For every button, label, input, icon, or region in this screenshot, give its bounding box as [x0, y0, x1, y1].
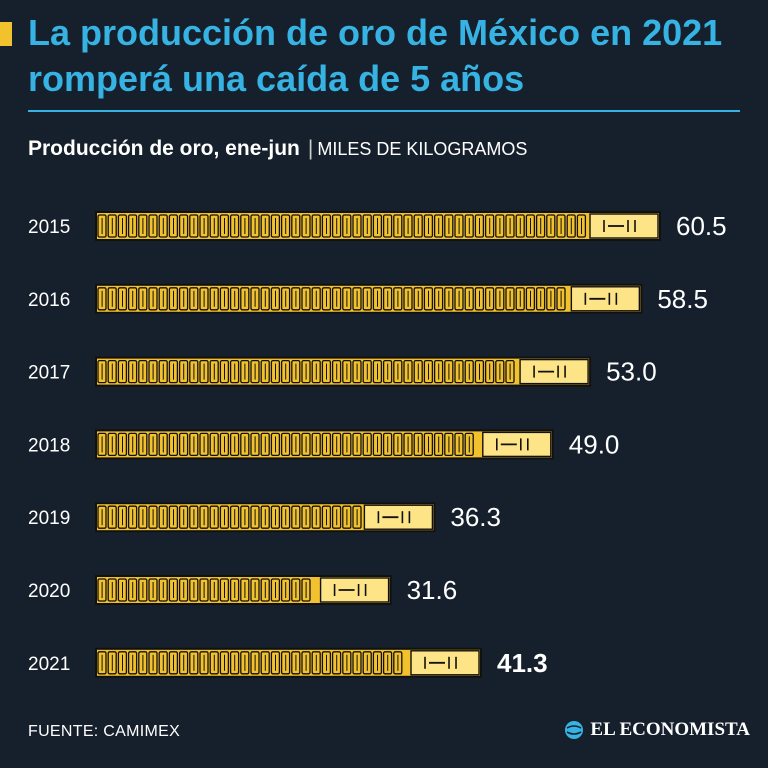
globe-icon: [565, 721, 584, 739]
source-note: FUENTE: CAMIMEX: [28, 723, 181, 740]
year-label: 2016: [28, 290, 70, 311]
chart-subtitle: Producción de oro, ene-jun | MILES DE KILO…: [28, 136, 527, 162]
bar-2016: 2016 58.5: [28, 283, 708, 314]
year-label: 2015: [28, 217, 70, 238]
bar-2020: 2020 31.6: [28, 575, 457, 605]
value-label: 31.6: [407, 575, 458, 605]
year-label: 2020: [28, 581, 70, 602]
value-label: 49.0: [569, 429, 620, 459]
year-label: 2018: [28, 435, 70, 456]
year-label: 2021: [28, 654, 70, 675]
value-label: 36.3: [450, 502, 501, 532]
page-title: La producción de oro de México en 2021 r…: [28, 12, 723, 99]
brand-name: EL ECONOMISTA: [590, 719, 750, 740]
year-label: 2017: [28, 363, 70, 384]
year-label: 2019: [28, 508, 70, 529]
value-label: 53.0: [606, 357, 657, 387]
value-label: 41.3: [497, 648, 548, 678]
brand-logo: EL ECONOMISTA: [564, 719, 750, 741]
title-accent-bar: [0, 22, 12, 46]
subtitle-separator: |: [307, 137, 314, 160]
bar-2021: 2021 41.3: [28, 647, 548, 678]
subtitle-main: Producción de oro, ene-jun: [28, 137, 300, 160]
value-label: 58.5: [657, 284, 708, 314]
value-label: 60.5: [676, 211, 727, 241]
bar-2015: 2015 60.5: [28, 211, 727, 241]
bar-2019: 2019 36.3: [28, 502, 501, 533]
title-divider: [28, 110, 740, 112]
subtitle-unit: MILES DE KILOGRAMOS: [317, 139, 528, 159]
bar-2017: 2017 53.0: [28, 356, 657, 387]
bar-2018: 2018 49.0: [28, 429, 620, 460]
